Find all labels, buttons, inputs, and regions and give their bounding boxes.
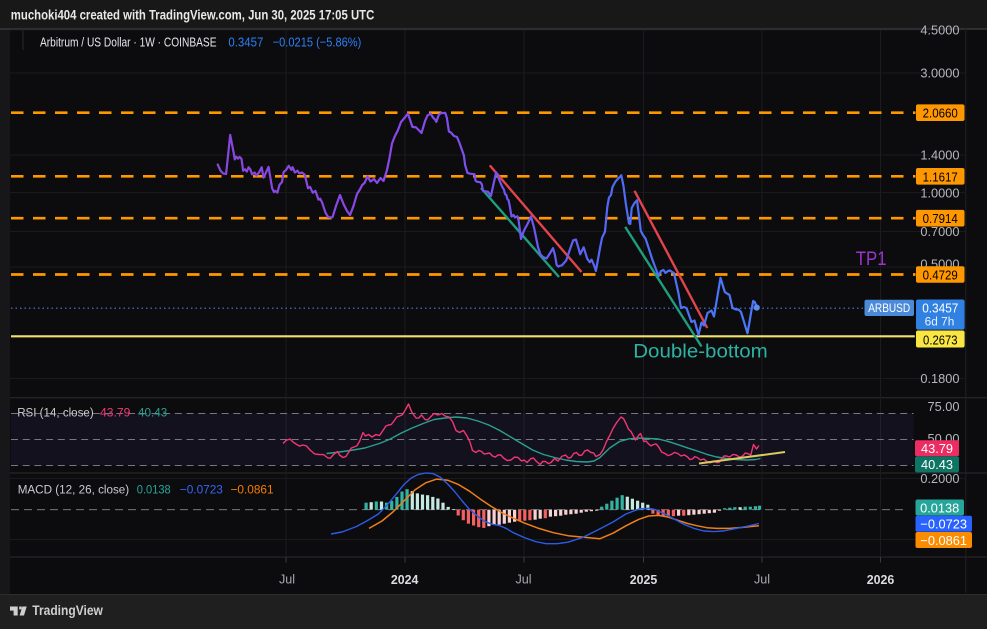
svg-text:0.4729: 0.4729 <box>923 268 958 283</box>
svg-text:2025: 2025 <box>630 572 658 587</box>
svg-text:75.00: 75.00 <box>927 399 959 414</box>
svg-text:Jul: Jul <box>279 573 295 587</box>
svg-text:−0.0723: −0.0723 <box>920 517 967 532</box>
svg-text:40.43: 40.43 <box>921 457 953 472</box>
svg-text:1.0000: 1.0000 <box>920 186 959 201</box>
svg-text:0.0138: 0.0138 <box>137 483 171 497</box>
svg-text:3.0000: 3.0000 <box>920 66 959 81</box>
svg-text:−0.0861: −0.0861 <box>231 483 274 497</box>
svg-text:0.3457: 0.3457 <box>922 301 958 316</box>
svg-text:RSI (14, close): RSI (14, close) <box>17 406 94 420</box>
svg-text:0.0138: 0.0138 <box>920 500 959 515</box>
svg-text:1.1617: 1.1617 <box>923 169 958 184</box>
svg-text:2026: 2026 <box>867 572 895 587</box>
svg-text:−0.0861: −0.0861 <box>920 533 967 548</box>
svg-text:0.7914: 0.7914 <box>923 211 958 226</box>
svg-text:muchoki404 created with Tradin: muchoki404 created with TradingView.com,… <box>11 8 375 23</box>
svg-text:2.0660: 2.0660 <box>923 106 958 121</box>
svg-text:Jul: Jul <box>754 573 770 587</box>
svg-text:0.3457: 0.3457 <box>228 35 263 50</box>
svg-text:0.7000: 0.7000 <box>920 224 959 239</box>
svg-text:2024: 2024 <box>391 572 419 587</box>
svg-text:43.79: 43.79 <box>921 441 953 456</box>
svg-text:ARBUSD: ARBUSD <box>868 301 910 315</box>
svg-text:Double-bottom: Double-bottom <box>633 341 768 363</box>
svg-text:MACD (12, 26, close): MACD (12, 26, close) <box>18 483 130 497</box>
svg-text:−0.0723: −0.0723 <box>180 483 223 497</box>
svg-text:Arbitrum / US Dollar · 1W · CO: Arbitrum / US Dollar · 1W · COINBASE <box>40 36 217 50</box>
svg-text:1.4000: 1.4000 <box>920 148 959 163</box>
svg-text:Jul: Jul <box>515 573 531 587</box>
svg-text:TradingView: TradingView <box>32 603 103 618</box>
svg-text:TP1: TP1 <box>856 248 887 270</box>
svg-text:0.2673: 0.2673 <box>923 332 958 347</box>
svg-text:43.79: 43.79 <box>100 406 131 420</box>
svg-text:0.1800: 0.1800 <box>920 371 959 386</box>
svg-text:40.43: 40.43 <box>138 406 167 420</box>
svg-text:6d 7h: 6d 7h <box>925 317 955 329</box>
svg-text:4.5000: 4.5000 <box>920 23 959 38</box>
svg-text:−0.0215 (−5.86%): −0.0215 (−5.86%) <box>273 35 362 50</box>
svg-text:0.2000: 0.2000 <box>920 471 959 486</box>
